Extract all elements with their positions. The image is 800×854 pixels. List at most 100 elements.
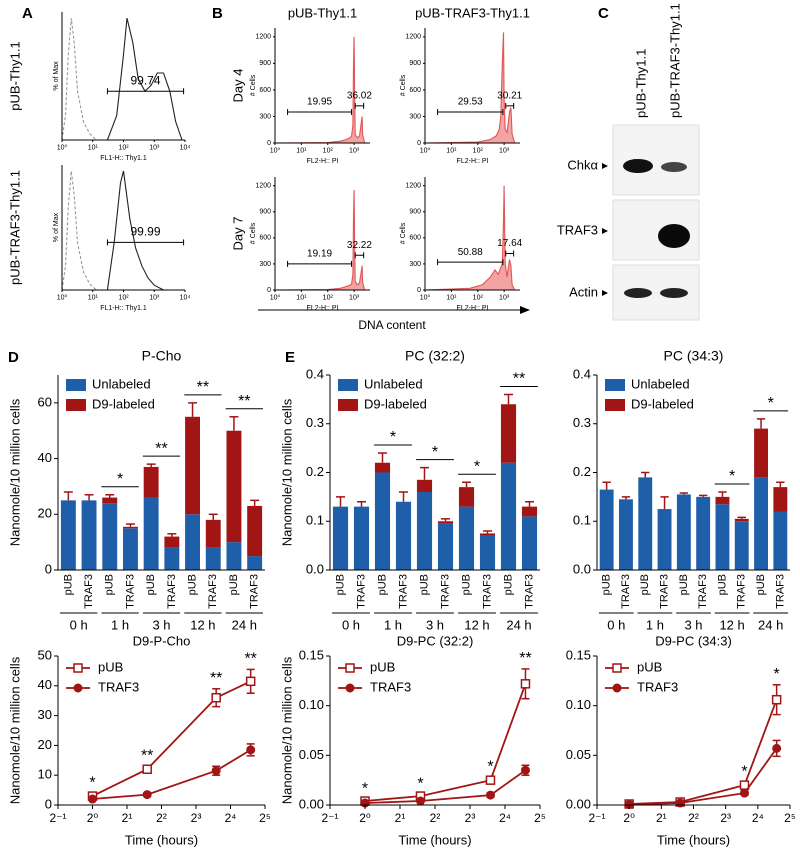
bar-segment	[226, 430, 242, 543]
y-axis-label: # Cells	[400, 74, 407, 96]
significance-label: *	[117, 471, 123, 488]
band	[623, 159, 653, 173]
significance-label: **	[141, 747, 153, 764]
panel-label: D	[8, 349, 19, 366]
bar-segment	[696, 496, 711, 570]
bar-segment	[205, 519, 221, 548]
x-tick-label: pUB	[104, 574, 116, 595]
dna-axis-label: DNA content	[358, 318, 426, 332]
y-tick-label: 40	[38, 677, 52, 692]
arrowhead	[602, 163, 608, 169]
blot-row-label: Chkα	[567, 157, 598, 172]
legend-swatch	[605, 399, 625, 411]
x-tick-label: 10¹	[446, 294, 457, 301]
x-tick-label: 10²	[323, 147, 334, 154]
y-tick-label: 0.05	[299, 747, 324, 762]
chart-title: D9-P-Cho	[133, 633, 191, 648]
gate-label: 32.22	[347, 240, 372, 251]
y-tick-label: 0.2	[306, 464, 324, 479]
bar-segment	[458, 506, 475, 570]
gate-label: 30.21	[497, 90, 522, 101]
bar-segment	[60, 500, 76, 570]
legend-swatch	[66, 379, 86, 391]
bar-segment	[416, 479, 433, 492]
band	[661, 162, 687, 172]
x-tick-label: 10⁰	[270, 293, 281, 301]
series-line	[629, 747, 778, 806]
x-tick-label: pUB	[228, 574, 240, 595]
series-line	[92, 749, 252, 800]
legend-label: pUB	[637, 659, 662, 674]
significance-label: *	[729, 468, 735, 485]
legend-marker	[612, 683, 622, 693]
bar-segment	[122, 526, 138, 529]
y-tick-label: 0.15	[566, 647, 591, 662]
y-tick-label: 0.1	[573, 513, 591, 528]
y-axis-label: # Cells	[400, 222, 407, 244]
chart-title: PC (34:3)	[664, 348, 724, 364]
y-tick-label: 0.4	[306, 366, 324, 381]
x-tick-label: 10⁴	[180, 144, 191, 151]
blot-row-label: TRAF3	[557, 222, 598, 237]
x-tick-label: pUB	[376, 574, 388, 595]
y-tick-label: 0.05	[566, 747, 591, 762]
bar-segment	[619, 499, 633, 570]
marker	[772, 743, 782, 753]
legend-label: pUB	[370, 659, 395, 674]
x-tick-label: 10²	[118, 294, 129, 301]
x-tick-label: 2³	[465, 811, 476, 825]
x-tick-label: 10²	[473, 147, 484, 154]
bar-segment	[754, 477, 768, 570]
x-tick-label: pUB	[460, 574, 472, 595]
marker	[142, 764, 152, 774]
group-label: 1 h	[111, 617, 129, 632]
x-tick-label: 2⁰	[623, 811, 635, 825]
y-tick-label: 0.1	[306, 513, 324, 528]
x-tick-label: pUB	[678, 574, 690, 595]
significance-label: *	[768, 395, 774, 412]
x-tick-label: 2⁴	[499, 811, 511, 825]
marker	[485, 775, 496, 785]
column-title: pUB-TRAF3-Thy1.1	[415, 5, 530, 20]
x-tick-label: TRAF3	[355, 574, 367, 609]
band	[660, 288, 688, 298]
y-tick-label: 300	[409, 261, 421, 268]
x-tick-label: TRAF3	[439, 574, 451, 609]
x-axis-label: FL1-H:: Thy1.1	[100, 305, 147, 312]
x-tick-label: 10¹	[296, 294, 307, 301]
x-axis-label: FL2-H:: PI	[307, 305, 339, 312]
x-tick-label: 10⁰	[420, 146, 431, 154]
significance-label: **	[197, 379, 209, 396]
x-tick-label: 10⁴	[180, 294, 191, 301]
x-tick-label: 2³	[191, 811, 202, 825]
bar-segment	[395, 501, 412, 570]
row-label: Day 7	[230, 217, 245, 251]
significance-label: *	[362, 780, 368, 797]
group-label: 24 h	[232, 617, 257, 632]
y-tick-label: 0	[45, 796, 52, 811]
y-axis-label: # Cells	[250, 74, 257, 96]
x-tick-label: 2²	[688, 811, 699, 825]
significance-label: *	[432, 444, 438, 461]
y-tick-label: 0.0	[306, 561, 324, 576]
column-title: pUB-Thy1.1	[288, 5, 357, 20]
x-tick-label: 2¹	[656, 811, 667, 825]
significance-label: *	[474, 458, 480, 475]
marker	[245, 676, 256, 687]
bar-segment	[734, 518, 749, 522]
x-tick-label: 10²	[473, 294, 484, 301]
lane-label: pUB-TRAF3-Thy1.1	[667, 3, 682, 118]
histogram-curve	[274, 36, 366, 144]
band	[624, 288, 652, 298]
gate-label: 19.19	[307, 249, 332, 260]
y-tick-label: 20	[38, 737, 52, 752]
x-tick-label: TRAF3	[736, 574, 748, 609]
y-axis-label: # Cells	[250, 222, 257, 244]
bar-segment	[185, 514, 201, 570]
blot-frame	[612, 124, 700, 196]
y-tick-label: 0	[267, 287, 271, 294]
bar-segment	[164, 547, 180, 570]
histogram-curve	[61, 170, 97, 291]
significance-label: **	[155, 440, 167, 457]
legend-swatch	[66, 399, 86, 411]
